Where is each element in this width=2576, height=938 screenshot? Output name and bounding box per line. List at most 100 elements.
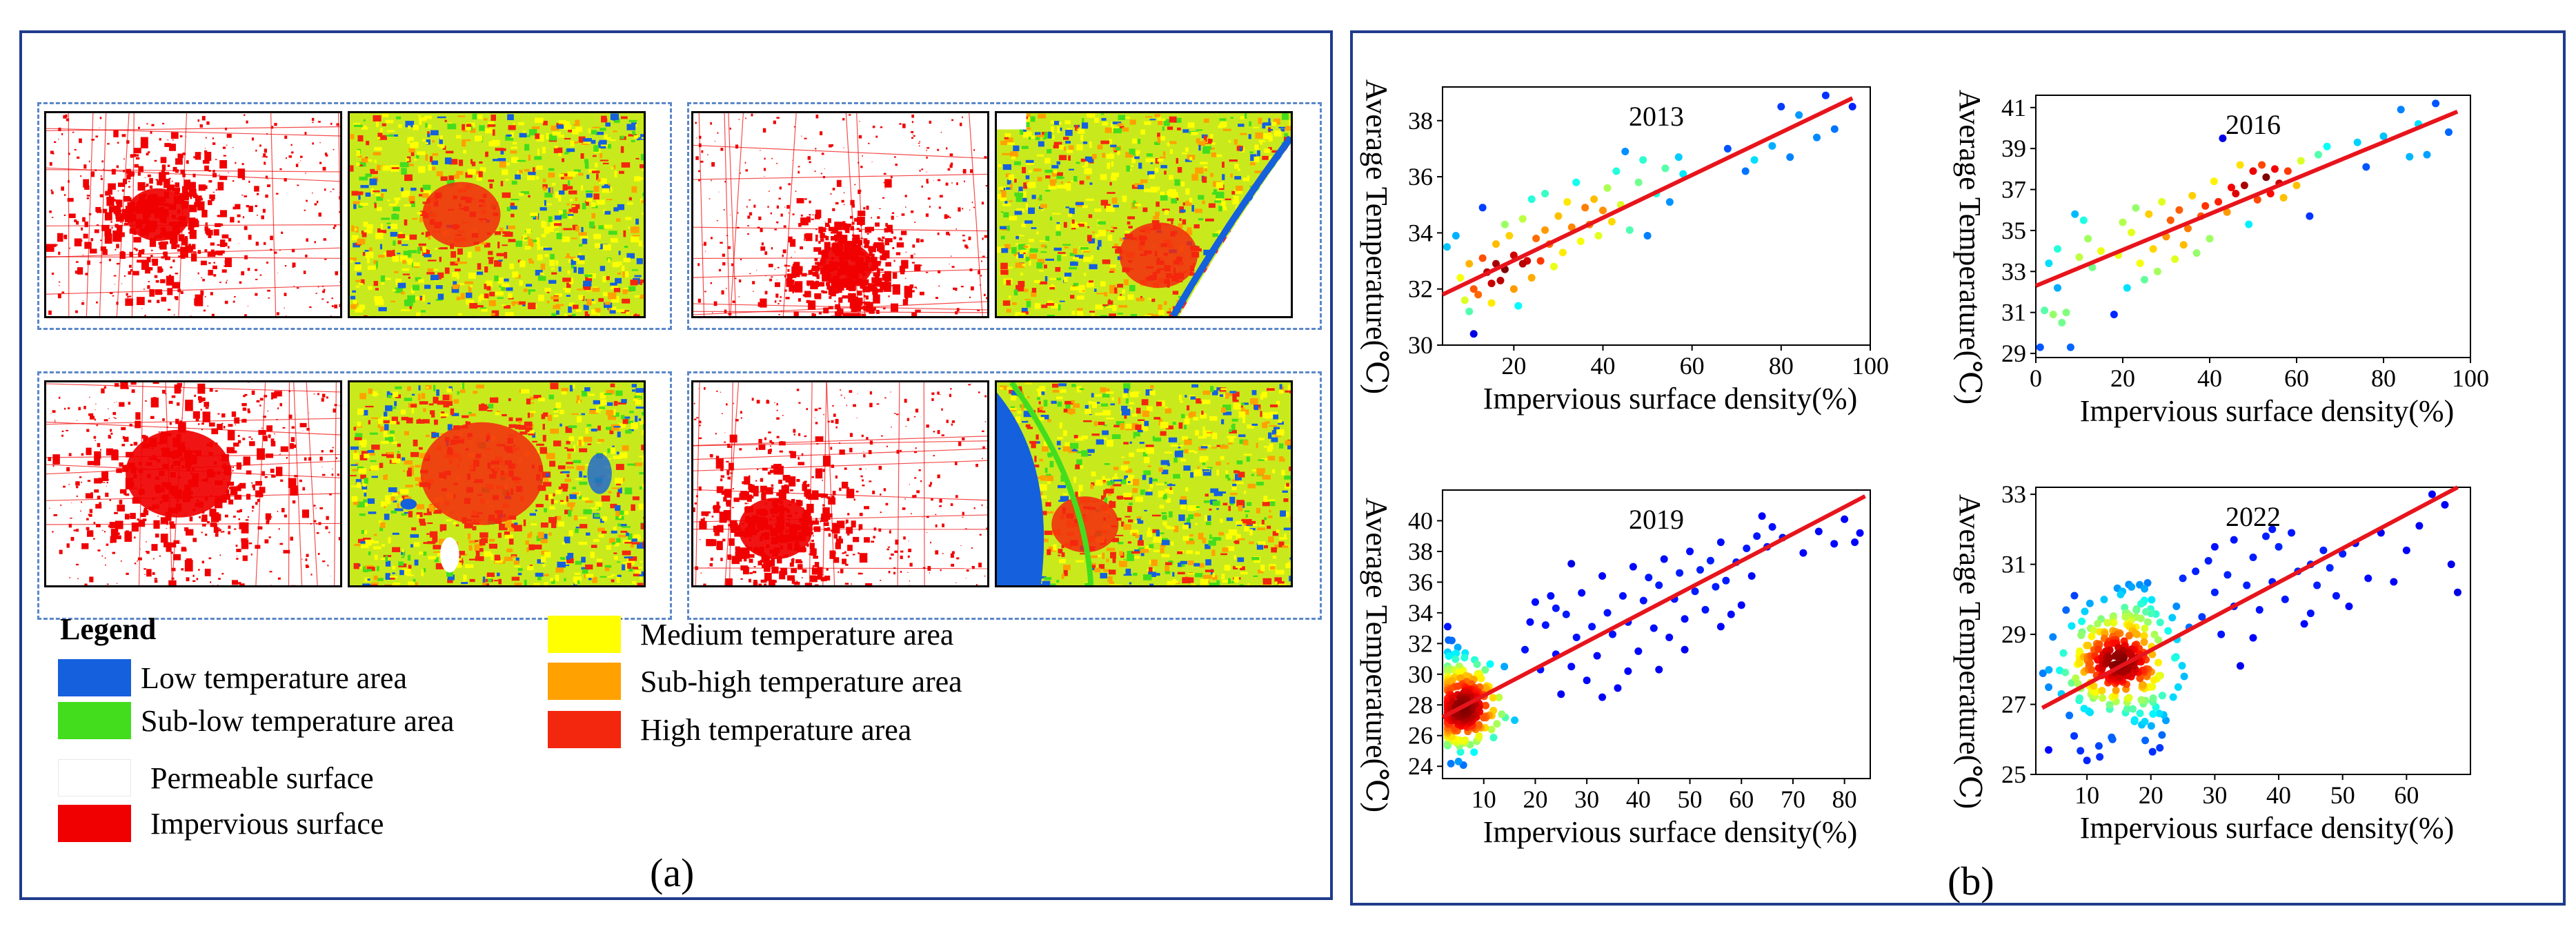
data-point <box>1612 167 1621 175</box>
data-point <box>1851 538 1859 547</box>
data-point <box>2423 150 2431 159</box>
data-point <box>2143 618 2152 626</box>
data-point <box>1583 676 1591 685</box>
data-point <box>1549 262 1558 271</box>
data-point <box>1848 102 1856 110</box>
data-point <box>2049 633 2057 641</box>
data-point <box>2045 259 2053 267</box>
data-point <box>2447 560 2455 569</box>
data-point <box>1649 624 1658 632</box>
data-point <box>2453 588 2461 596</box>
data-point <box>2150 676 2158 684</box>
fit-line <box>1441 494 1866 719</box>
data-point <box>2164 627 2172 635</box>
data-point <box>1531 598 1539 606</box>
data-point <box>1665 633 1674 641</box>
x-tick-label: 40 <box>2266 781 2291 809</box>
data-point <box>2129 705 2137 713</box>
data-point <box>1498 710 1506 719</box>
legend-item-sub-low: Sub-low temperature area <box>58 701 454 741</box>
data-point <box>2108 733 2116 741</box>
data-point <box>1547 592 1555 600</box>
x-tick-label: 60 <box>2284 364 2309 392</box>
data-point <box>1750 156 1758 164</box>
data-point <box>2168 614 2177 622</box>
data-point <box>1505 231 1514 240</box>
legend-item-high: High temperature area <box>548 710 911 750</box>
data-point <box>2123 705 2132 713</box>
data-point <box>2178 662 2186 670</box>
data-point <box>2079 216 2088 224</box>
data-point <box>1655 665 1663 674</box>
data-point <box>2292 182 2301 190</box>
data-point <box>1830 125 1839 133</box>
data-point <box>2072 674 2080 683</box>
data-point <box>2058 319 2066 327</box>
x-tick-label: 80 <box>1832 785 1857 813</box>
data-point <box>1701 605 1710 614</box>
data-point <box>2149 694 2157 703</box>
data-point <box>2236 662 2244 670</box>
data-point <box>1598 572 1607 580</box>
data-point <box>2077 631 2085 639</box>
data-point <box>2223 208 2231 216</box>
data-point <box>2170 654 2179 662</box>
data-point <box>1518 260 1527 268</box>
y-tick-label: 34 <box>1408 599 1433 627</box>
data-point <box>1487 280 1496 288</box>
data-point <box>1618 592 1627 600</box>
data-point <box>1554 212 1563 220</box>
data-point <box>2169 693 2177 701</box>
data-point <box>2364 574 2372 583</box>
data-point <box>1603 184 1612 192</box>
y-tick-label: 24 <box>1408 752 1433 780</box>
x-axis-label: Impervious surface density(%) <box>2080 811 2454 845</box>
y-tick-label: 40 <box>1408 507 1433 534</box>
x-tick-label: 80 <box>1769 352 1794 380</box>
y-axis-label: Average Temperature(℃) <box>1953 90 1987 404</box>
y-tick-label: 27 <box>2001 691 2026 719</box>
y-tick-label: 36 <box>1408 568 1433 596</box>
data-point <box>2179 574 2187 583</box>
data-point <box>2172 602 2181 610</box>
data-point <box>1716 538 1725 547</box>
data-point <box>2068 622 2076 630</box>
data-point <box>2045 683 2053 692</box>
data-point <box>1563 198 1572 206</box>
data-point <box>1461 736 1469 744</box>
data-point <box>2171 255 2179 263</box>
data-point <box>1712 583 1720 591</box>
x-tick-label: 20 <box>2139 781 2163 809</box>
data-point <box>2140 632 2148 641</box>
data-point <box>1493 720 1501 728</box>
data-point <box>1593 652 1601 660</box>
data-point <box>2142 607 2150 616</box>
data-point <box>2141 585 2149 593</box>
data-point <box>2148 748 2157 756</box>
data-point <box>2230 536 2238 544</box>
data-point <box>2228 184 2235 192</box>
data-point <box>2112 686 2120 694</box>
data-point <box>2143 579 2152 587</box>
data-point <box>2099 694 2107 702</box>
data-point <box>2045 665 2053 674</box>
data-point <box>1541 189 1549 197</box>
data-point <box>2132 204 2140 212</box>
data-point <box>2125 694 2133 702</box>
legend-swatch-permeable <box>58 759 131 797</box>
map-group-2 <box>687 102 1322 330</box>
data-point <box>2085 599 2094 607</box>
data-point <box>1509 251 1518 260</box>
data-point <box>1558 248 1567 257</box>
data-point <box>1588 623 1596 631</box>
data-point <box>2059 649 2068 657</box>
data-point <box>1572 178 1581 186</box>
data-point <box>1629 563 1637 571</box>
data-point <box>2192 567 2200 576</box>
data-point <box>2077 747 2085 755</box>
data-point <box>1614 684 1622 692</box>
map-group-4 <box>687 371 1322 620</box>
y-tick-label: 30 <box>1408 331 1433 359</box>
data-point <box>1509 285 1518 293</box>
data-point <box>2088 632 2096 641</box>
